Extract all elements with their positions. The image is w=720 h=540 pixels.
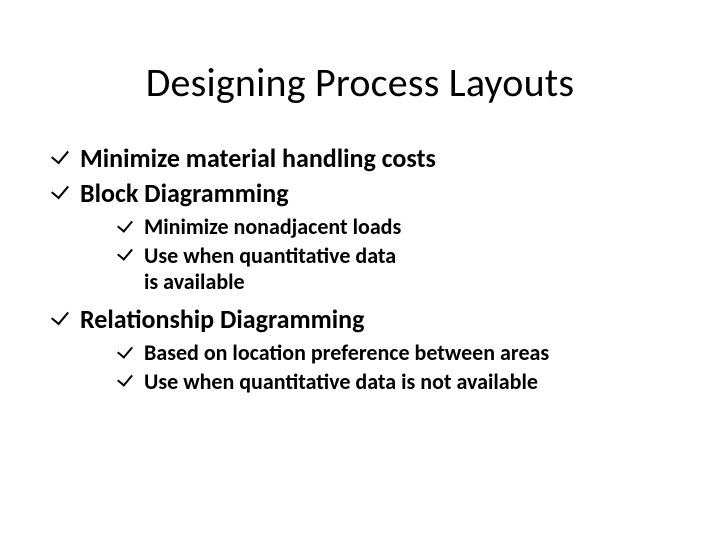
list-item-text: Minimize nonadjacent loads — [144, 213, 401, 240]
list-item: Minimize material handling costs — [50, 143, 670, 174]
list-item: Relationship Diagramming Based on locati… — [50, 304, 670, 395]
list-item-text: Use when quantitative data — [144, 242, 396, 269]
slide: Designing Process Layouts Minimize mater… — [0, 0, 720, 540]
list-item-text-line2: is available — [144, 268, 245, 295]
list-item: Use when quantitative data is available — [116, 243, 670, 296]
bullet-list-level2: Based on location preference between are… — [116, 340, 670, 395]
list-item: Minimize nonadjacent loads — [116, 214, 670, 240]
list-item-text: Minimize material handling costs — [80, 142, 436, 174]
list-item-text: Block Diagramming — [80, 177, 289, 209]
list-item: Based on location preference between are… — [116, 340, 670, 366]
list-item-text: Use when quantitative data is not availa… — [144, 368, 538, 395]
list-item-text: Based on location preference between are… — [144, 339, 549, 366]
bullet-list-level1: Minimize material handling costs Block D… — [50, 143, 670, 395]
list-item-text: Relationship Diagramming — [80, 303, 364, 335]
list-item: Block Diagramming Minimize nonadjacent l… — [50, 178, 670, 296]
slide-title: Designing Process Layouts — [50, 58, 670, 107]
bullet-list-level2: Minimize nonadjacent loads Use when quan… — [116, 214, 670, 295]
list-item: Use when quantitative data is not availa… — [116, 369, 670, 395]
